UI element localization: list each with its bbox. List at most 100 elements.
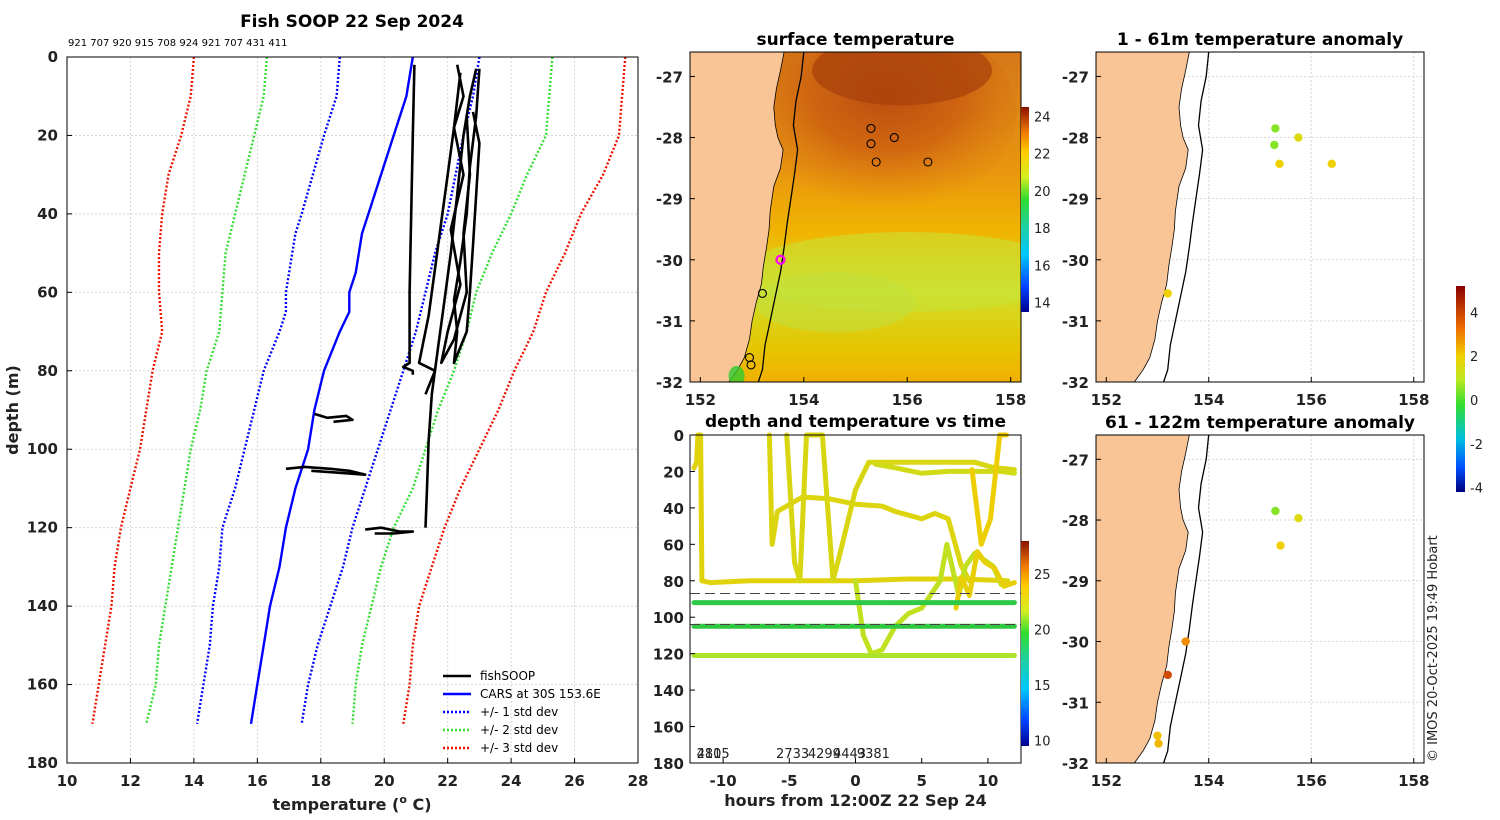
profile-title: Fish SOOP 22 Sep 2024 [240, 12, 464, 32]
depth-time-colorbar [1021, 541, 1029, 746]
shelf-contour [757, 52, 805, 382]
profile-series-line [249, 56, 414, 724]
sst-field [690, 52, 1021, 382]
profile-ytick-label: 160 [27, 676, 58, 694]
profile-ytick-label: 120 [27, 519, 58, 537]
depth-time-trace [691, 432, 1011, 586]
sst-station-marker [923, 157, 933, 167]
anom-deep-anomaly-point [1294, 514, 1303, 523]
profile-series-line [300, 56, 481, 724]
profile-ytick-label: 60 [37, 283, 58, 301]
depth-time-traces [691, 432, 1017, 658]
cast-id-label: 4299 [808, 747, 841, 762]
cool-band-2 [754, 272, 915, 333]
anom-deep-anomaly-point [1271, 506, 1280, 516]
anom-deep-ytick-label: -30 [1062, 634, 1089, 652]
anom-deep-ytick-label: -29 [1062, 573, 1089, 591]
sst-colorbar-label: 18 [1034, 222, 1051, 237]
depth-time-xtick-label: -5 [781, 772, 798, 790]
profile-ytick-label: 40 [37, 205, 58, 223]
anom-deep-xtick-label: 158 [1398, 772, 1429, 790]
land [690, 52, 785, 382]
sst-xtick-label: 158 [995, 391, 1026, 409]
sst-ytick-label: -29 [656, 191, 683, 209]
anom-shallow-xtick-label: 154 [1193, 391, 1224, 409]
profile-axes-frame [66, 56, 639, 764]
depth-time-ytick-label: 100 [653, 609, 684, 627]
anom-deep-map [1096, 435, 1210, 763]
profile-xtick-label: 20 [374, 772, 395, 790]
profile-xlabel: temperature (o C) [272, 793, 431, 814]
depth-time-ytick-label: 20 [663, 463, 684, 481]
legend-entry: +/- 3 std dev [480, 741, 558, 755]
depth-time-ytick-label: 180 [653, 755, 684, 773]
anom-shallow-land [1096, 52, 1190, 382]
profile-series-line [145, 56, 269, 725]
sst-ytick-label: -30 [656, 252, 683, 270]
sst-station-marker [746, 360, 756, 370]
anom-shallow-anomaly-point [1275, 159, 1284, 169]
anomaly-colorbar-label: 2 [1470, 350, 1478, 365]
cast-id-label: 9381 [857, 747, 890, 762]
cast-id-label: 4443 [833, 747, 866, 762]
profile-xtick-label: 18 [310, 772, 331, 790]
sst-station-marker [866, 123, 876, 133]
anom-deep-xtick-label: 152 [1091, 772, 1122, 790]
sst-ytick-label: -28 [656, 130, 683, 148]
anom-deep-anomaly-point [1153, 731, 1162, 740]
anom-shallow-panel: 152 154 156 158 -27 -28 -29 -30 -31 -32 1 - 61m te… [1062, 30, 1430, 409]
depth-time-ytick-label: 140 [653, 682, 684, 700]
depth-time-xtick-label: 10 [977, 772, 998, 790]
anom-shallow-anomaly-point [1271, 124, 1280, 133]
legend-entry: +/- 1 std dev [480, 705, 558, 719]
anom-deep-xtick-label: 154 [1193, 772, 1224, 790]
sst-xtick-label: 154 [788, 391, 819, 409]
profile-series-line [440, 72, 472, 365]
anomaly-colorbar-label: -4 [1470, 482, 1483, 497]
depth-time-xtick-label: 0 [850, 772, 860, 790]
sst-colorbar-label: 24 [1034, 110, 1051, 125]
profile-series-line [351, 56, 554, 724]
anomaly-colorbar-label: -2 [1470, 438, 1483, 453]
depth-time-colorbar-label: 25 [1034, 568, 1051, 583]
anom-shallow-axes-frame [1095, 51, 1425, 383]
depth-time-xlabel: hours from 12:00Z 22 Sep 24 [724, 791, 986, 810]
profile-xtick-label: 22 [437, 772, 458, 790]
anom-shallow-shelf-contour [1162, 52, 1210, 382]
sst-ytick-label: -31 [656, 313, 683, 331]
depth-time-trace [872, 461, 1017, 476]
depth-time-xtick-label: -10 [710, 772, 737, 790]
anom-shallow-xtick-label: 158 [1398, 391, 1429, 409]
profile-ytick-label: 180 [27, 754, 58, 772]
profile-xtick-label: 12 [120, 772, 141, 790]
anomaly-colorbar: -4 -2 0 2 4 [1456, 286, 1483, 497]
profile-series-line [417, 64, 465, 395]
profile-series-line [365, 526, 415, 535]
anomaly-colorbar-label: 4 [1470, 306, 1478, 321]
depth-time-ytick-label: 40 [663, 500, 684, 518]
profile-series-line [402, 56, 627, 724]
depth-time-colorbar-label: 10 [1034, 734, 1051, 749]
sst-colorbar-label: 16 [1034, 259, 1051, 274]
depth-time-title: depth and temperature vs time [705, 412, 1006, 432]
depth-time-trace [969, 432, 1009, 547]
profile-xtick-label: 16 [247, 772, 268, 790]
anom-deep-anomaly-point [1181, 637, 1190, 646]
profile-ytick-label: 20 [37, 126, 58, 144]
sst-station-marker [871, 157, 881, 167]
profile-ytick-label: 140 [27, 597, 58, 615]
anom-shallow-ytick-label: -29 [1062, 191, 1089, 209]
anom-shallow-ytick-label: -27 [1062, 68, 1089, 86]
anom-deep-axes-frame [1095, 434, 1425, 764]
depth-time-ytick-label: 0 [674, 427, 684, 445]
depth-time-trace [853, 541, 1004, 657]
profile-xtick-label: 14 [183, 772, 204, 790]
sst-colorbar [1021, 107, 1029, 312]
anom-deep-xtick-label: 156 [1296, 772, 1327, 790]
depth-time-ytick-label: 120 [653, 646, 684, 664]
profile-ytick-label: 100 [27, 440, 58, 458]
legend-entry: CARS at 30S 153.6E [480, 687, 601, 701]
profile-ylabel: depth (m) [3, 365, 22, 455]
